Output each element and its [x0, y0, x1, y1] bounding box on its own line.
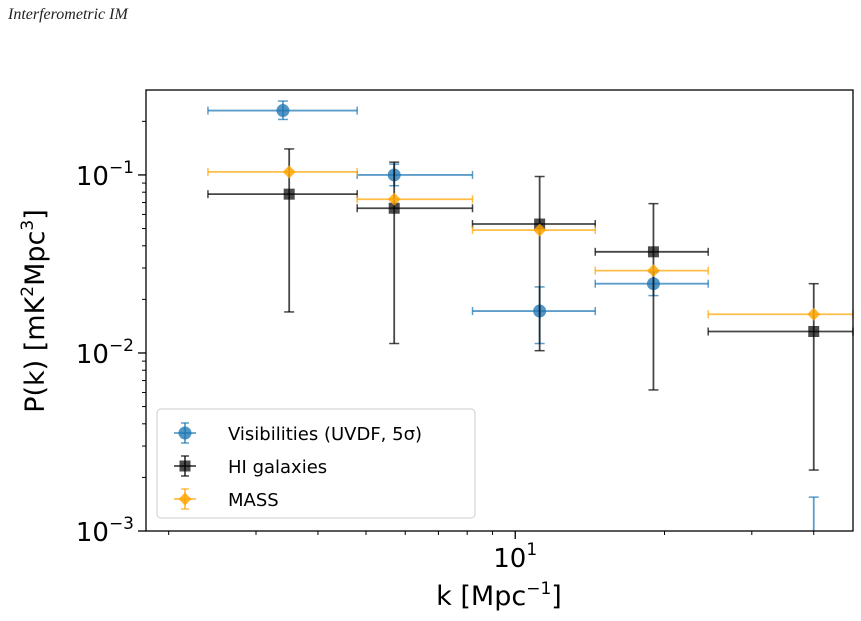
y-tick-label: 10−2 [76, 336, 134, 370]
legend-marker [178, 492, 192, 506]
data-marker [387, 192, 401, 206]
legend: Visibilities (UVDF, 5σ) HI galaxies MASS [156, 408, 476, 519]
data-point [207, 100, 358, 121]
data-point [808, 496, 819, 531]
legend-entries: Visibilities (UVDF, 5σ) HI galaxies MASS [174, 422, 422, 511]
plot-frame [145, 89, 854, 532]
data-series [207, 100, 854, 531]
data-point [207, 148, 358, 313]
legend-label: HI galaxies [228, 457, 327, 478]
data-marker [388, 202, 400, 214]
legend-marker [179, 460, 191, 472]
data-point [707, 282, 854, 471]
data-marker [807, 307, 821, 321]
data-marker [283, 188, 295, 200]
legend-entry: Visibilities (UVDF, 5σ) [174, 422, 422, 445]
data-point [471, 175, 596, 352]
data-point [594, 202, 709, 391]
legend-frame [156, 408, 476, 519]
data-marker [647, 246, 659, 258]
data-point [594, 264, 709, 278]
data-marker [808, 326, 820, 338]
data-marker [533, 223, 547, 237]
data-point [471, 286, 596, 345]
running-head: Interferometric IM [8, 6, 128, 23]
legend-marker [178, 426, 192, 440]
data-point [594, 271, 709, 297]
y-axis-label: P(k) [mK2Mpc3] [18, 209, 51, 413]
data-marker [276, 104, 290, 118]
y-tick-label: 10−1 [76, 158, 134, 192]
data-point [356, 163, 474, 187]
legend-entry: HI galaxies [174, 455, 327, 478]
data-point [207, 165, 358, 179]
legend-entry: MASS [174, 488, 279, 511]
y-tick-label: 10−3 [76, 514, 134, 548]
x-tick-label: 101 [493, 540, 537, 574]
legend-label: Visibilities (UVDF, 5σ) [228, 424, 422, 445]
axis-ticks: 10−1 10−2 10−3 101 [76, 120, 815, 574]
series-diamond [207, 165, 854, 321]
legend-label: MASS [228, 490, 279, 511]
x-axis-label: k [Mpc−1] [436, 579, 562, 612]
data-marker [282, 165, 296, 179]
data-point [356, 161, 474, 345]
data-point [356, 192, 474, 206]
data-point [707, 307, 854, 321]
data-point [471, 223, 596, 237]
data-marker [646, 264, 660, 278]
